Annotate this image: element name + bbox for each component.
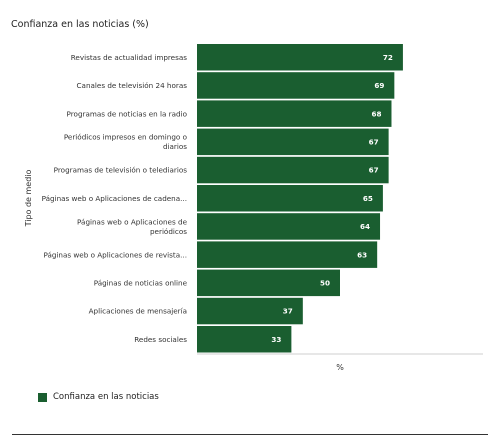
bar [197,297,303,325]
category-label: Programas de noticias en la radio [67,109,187,118]
category-label: Aplicaciones de mensajería [89,307,187,316]
data-label: 37 [283,307,293,316]
data-label: 68 [371,109,381,118]
data-label: 67 [369,137,379,146]
category-label: Redes sociales [134,335,187,344]
bar [197,185,383,212]
bar [197,72,395,99]
bar [197,100,392,127]
chart-title: Confianza en las noticias (%) [11,19,149,30]
data-label: 72 [383,53,393,62]
category-label: Páginas web o Aplicaciones de revista... [43,250,187,259]
category-label: Páginas web o Aplicaciones de periódicos [77,217,188,236]
x-axis-title: % [336,363,344,372]
value-labels-group: 72 69 68 67 67 65 64 63 50 37 33 [271,53,393,344]
data-label: 69 [374,81,384,90]
data-label: 67 [369,166,379,175]
legend-label: Confianza en las noticias [53,392,159,402]
data-label: 50 [320,278,330,287]
category-label: Páginas web o Aplicaciones de cadena... [42,194,187,203]
legend: Confianza en las noticias [38,392,159,402]
category-label: Periódicos impresos en domingo o diarios [64,133,187,152]
bottom-divider [12,434,488,435]
category-label: Programas de televisión o telediarios [54,166,188,175]
category-labels-group: Revistas de actualidad impresas Canales d… [42,53,188,344]
bar [197,241,378,268]
category-label: Canales de televisión 24 horas [77,81,188,90]
bar [197,156,389,184]
bar [197,326,292,353]
bars-group [197,44,403,353]
bar [197,213,381,240]
category-label: Páginas de noticias online [94,278,188,287]
category-label: Revistas de actualidad impresas [71,53,187,62]
bar [197,44,403,71]
bar [197,128,389,156]
legend-swatch [38,392,47,402]
data-label: 64 [360,222,370,231]
y-axis-title: Tipo de medio [24,169,33,227]
data-label: 33 [271,335,281,344]
data-label: 65 [363,194,373,203]
bar-chart: Revistas de actualidad impresas Canales d… [24,44,483,372]
data-label: 63 [357,250,367,259]
bar [197,269,340,297]
